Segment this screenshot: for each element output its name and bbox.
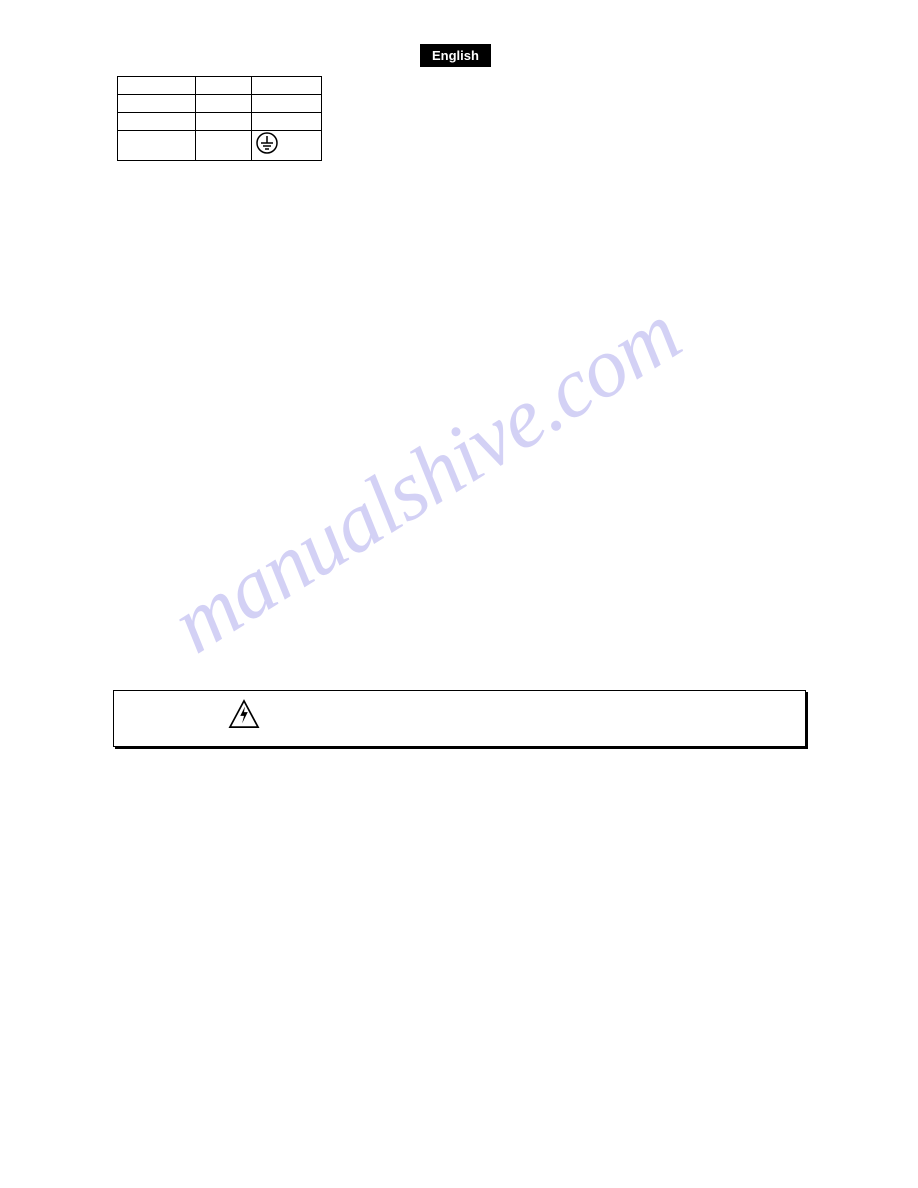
table-cell (118, 113, 196, 131)
table-cell-earth (252, 131, 322, 161)
table-cell (196, 95, 252, 113)
table-row (118, 77, 322, 95)
warning-box (113, 690, 806, 747)
language-badge: English (420, 44, 491, 67)
wiring-table (117, 76, 322, 161)
table-cell (118, 95, 196, 113)
earth-ground-icon (256, 141, 278, 158)
table-row (118, 95, 322, 113)
table-cell (252, 113, 322, 131)
table-cell (118, 131, 196, 161)
table-cell (196, 131, 252, 161)
table-cell (118, 77, 196, 95)
table-row (118, 131, 322, 161)
watermark: manualshive.com (155, 284, 697, 673)
table-cell (196, 77, 252, 95)
table-row (118, 113, 322, 131)
manual-page: English (0, 0, 918, 1188)
table-cell (196, 113, 252, 131)
table-cell (252, 95, 322, 113)
table-cell (252, 77, 322, 95)
